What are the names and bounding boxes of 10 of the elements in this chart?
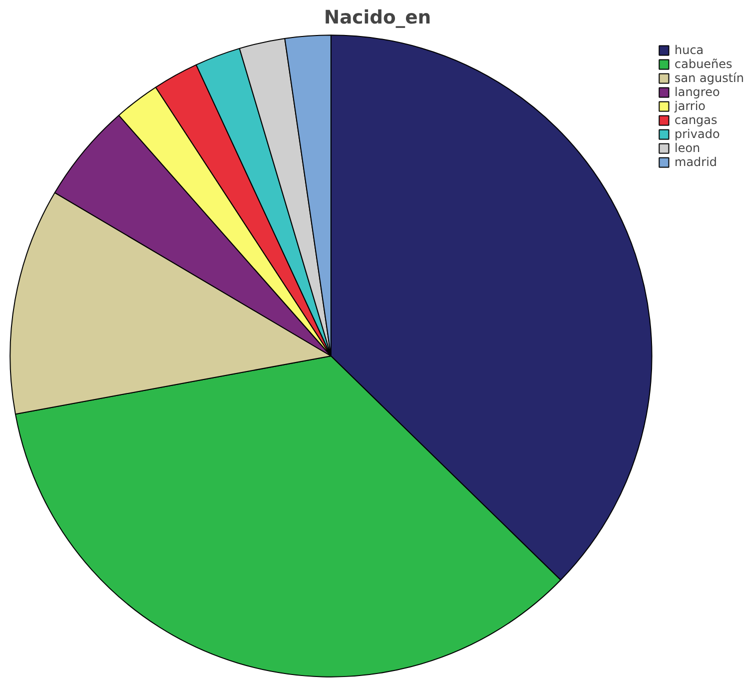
legend-label: madrid <box>674 155 718 169</box>
legend-label: leon <box>674 141 700 155</box>
legend-label: cabueñes <box>674 57 732 71</box>
legend-label: huca <box>674 43 704 57</box>
chart-title: Nacido_en <box>324 8 432 28</box>
legend-label: jarrio <box>674 99 706 113</box>
legend-label: privado <box>674 127 720 141</box>
legend-label: san agustín <box>674 71 744 85</box>
legend-label: langreo <box>674 85 720 99</box>
legend-label: cangas <box>674 113 718 127</box>
